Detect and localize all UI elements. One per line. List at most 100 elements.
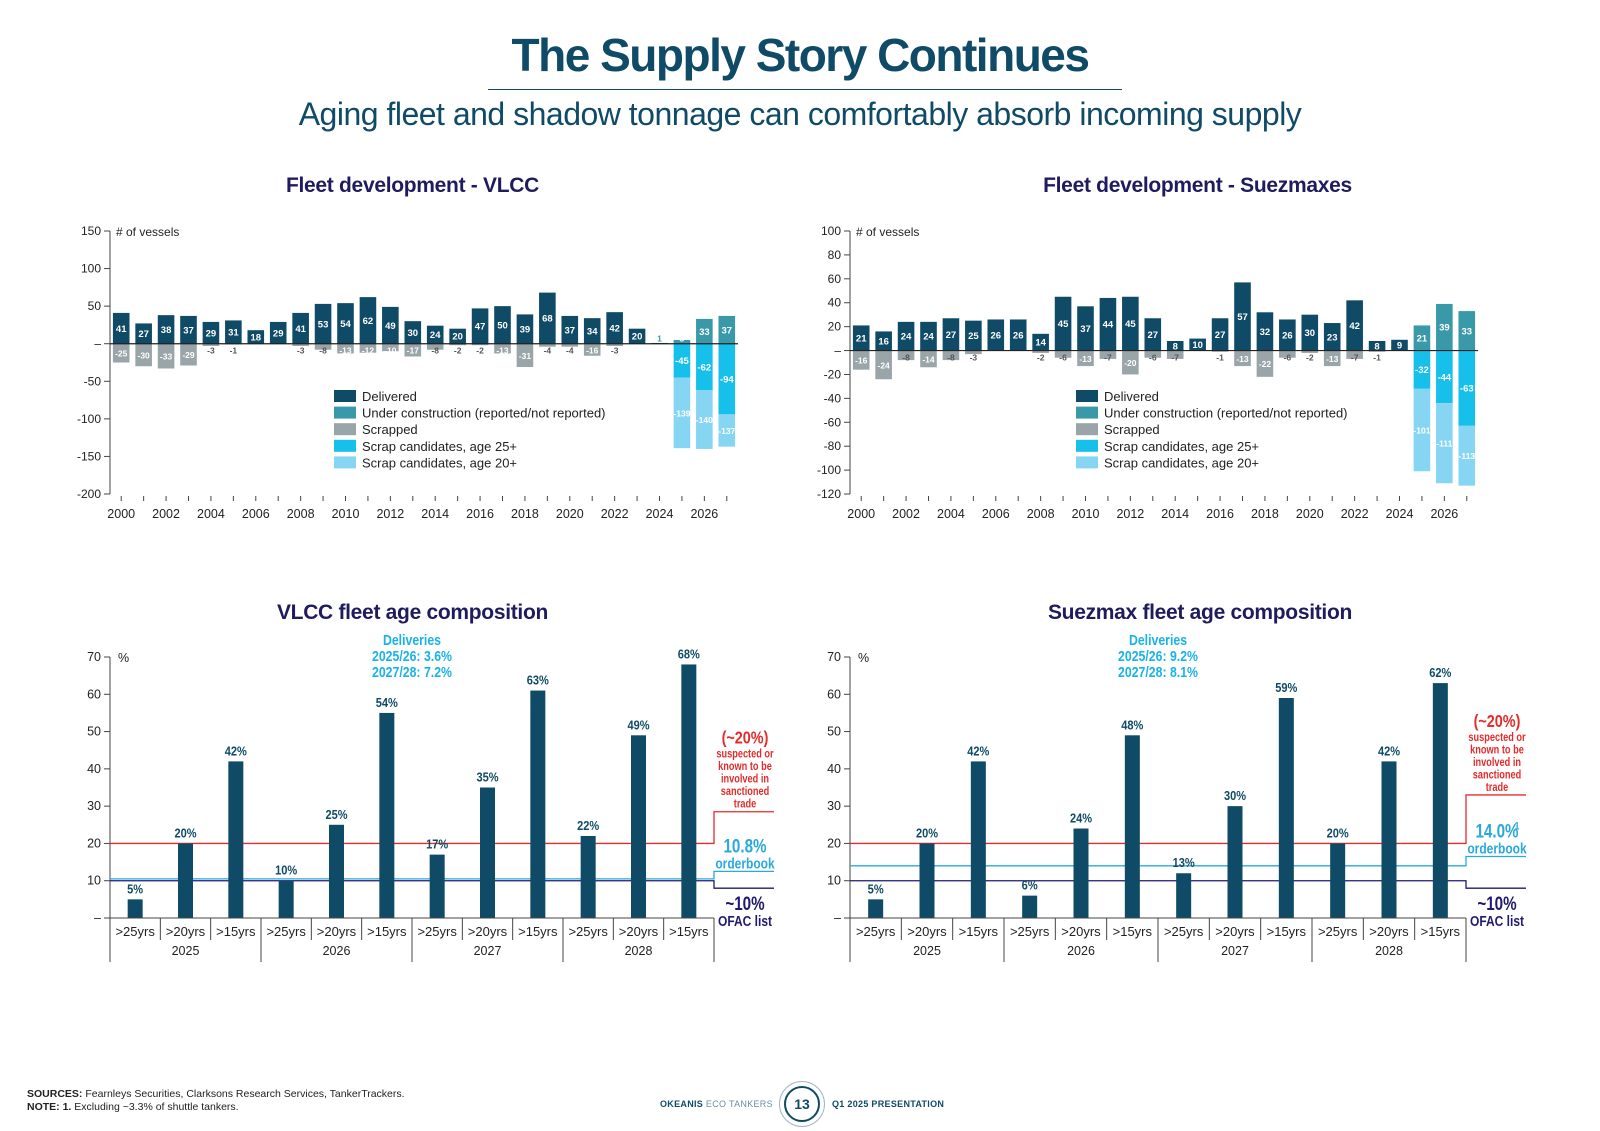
sanctioned-share-label: (~20%) — [1474, 711, 1521, 731]
scrapped-bar — [516, 343, 534, 368]
age-bar-value: 5% — [868, 882, 884, 897]
scrapped-value: -33 — [160, 352, 173, 362]
scrapped-value: -20 — [1124, 358, 1137, 368]
age-bar — [127, 899, 143, 918]
scrap-candidate-25-value: -45 — [675, 356, 689, 367]
delivered-value: 25 — [968, 331, 979, 342]
legend-swatch — [334, 423, 356, 436]
scrapped-value: -16 — [855, 356, 868, 366]
scrapped-value: -13 — [1079, 354, 1092, 364]
x-category-label: >15yrs — [1421, 924, 1461, 939]
y-tick-label: 60 — [827, 687, 841, 701]
scrapped-bar — [1234, 350, 1251, 367]
delivered-value: 42 — [609, 323, 620, 334]
age-bar-value: 20% — [1327, 826, 1349, 841]
scrapped-value: -8 — [319, 346, 327, 356]
y-tick-label: 30 — [827, 799, 841, 813]
y-tick-label: 40 — [828, 296, 842, 310]
orderbook-line — [110, 870, 774, 880]
scrapped-bar — [1279, 350, 1296, 358]
delivered-bar — [1301, 314, 1319, 351]
delivered-value: 10 — [1192, 340, 1203, 351]
scrapped-value: -2 — [1306, 353, 1314, 363]
under-construction-bar — [696, 318, 713, 344]
y-tick-label: 20 — [87, 836, 101, 850]
brand-tagline: ECO TANKERS — [705, 1099, 773, 1109]
sanctioned-note: trade — [734, 799, 757, 811]
x-tick-label: 2018 — [511, 507, 539, 521]
delivered-value: 8 — [1173, 341, 1178, 352]
scrapped-bar — [337, 343, 354, 354]
delivered-bar — [1009, 319, 1027, 351]
delivered-value: 26 — [1013, 331, 1024, 342]
y-axis-label: % — [118, 651, 129, 665]
scrapped-bar — [1122, 350, 1139, 375]
y-tick-label: 40 — [87, 762, 101, 776]
delivered-bar — [852, 325, 870, 351]
delivered-value: 57 — [1237, 312, 1248, 323]
sanctioned-note: suspected or — [1468, 732, 1525, 744]
delivered-bar — [180, 315, 197, 344]
legend-label: Delivered — [362, 389, 417, 404]
age-bar-value: 30% — [1224, 788, 1246, 803]
sanctioned-share-label: (~20%) — [722, 728, 769, 748]
y-tick-label: 150 — [81, 224, 101, 238]
scrapped-bar — [606, 343, 623, 346]
x-group-label: 2026 — [1067, 944, 1095, 958]
delivered-value: 30 — [407, 328, 418, 339]
delivered-value: 16 — [878, 336, 889, 347]
sanctioned-note: trade — [1486, 782, 1509, 794]
y-tick-label: 100 — [81, 262, 101, 276]
deliveries-annotation: 2027/28: 8.1% — [1118, 664, 1198, 680]
delivered-value: 54 — [340, 319, 351, 330]
scrapped-bar — [561, 343, 579, 347]
age-bar — [429, 854, 445, 918]
delivered-bar — [1077, 306, 1094, 351]
x-group-label: 2028 — [625, 944, 653, 958]
age-bar-value: 24% — [1070, 811, 1092, 826]
scrapped-bar — [583, 343, 601, 356]
scrapped-value: -16 — [586, 346, 599, 356]
y-tick-label: 40 — [827, 762, 841, 776]
legend-swatch — [334, 439, 356, 452]
delivered-value: 24 — [901, 332, 912, 343]
delivered-bar — [494, 306, 511, 344]
scrapped-value: -30 — [137, 350, 150, 360]
orderbook-note: orderbook — [715, 855, 775, 872]
scrapped-bar — [494, 343, 511, 354]
scrapped-value: -22 — [1259, 359, 1272, 369]
delivered-bar — [292, 312, 309, 344]
x-tick-label: 2008 — [1027, 507, 1055, 521]
y-tick-label: -80 — [824, 439, 842, 453]
delivered-value: 27 — [138, 329, 149, 340]
age-bar-value: 42% — [225, 744, 247, 759]
page-ring — [779, 1081, 825, 1127]
legend-swatch — [334, 390, 356, 402]
x-tick-label: 2022 — [601, 507, 629, 521]
scrapped-bar — [1166, 350, 1184, 359]
legend-label: Scrapped — [1104, 422, 1160, 437]
scrapped-value: -1 — [1216, 353, 1224, 363]
delivered-bar — [628, 328, 646, 344]
scrapped-bar — [404, 343, 422, 357]
scrap-candidate-25-bar — [1413, 350, 1431, 389]
age-bar — [1073, 828, 1089, 918]
y-tick-label: 50 — [87, 725, 101, 739]
delivered-value: 38 — [161, 325, 172, 336]
x-tick-label: 2010 — [332, 507, 360, 521]
delivered-value: 42 — [1349, 321, 1360, 332]
delivered-bar — [1054, 296, 1072, 351]
x-tick-label: 2024 — [646, 507, 674, 521]
scrap-candidate-20-value: -140 — [696, 415, 713, 425]
sources-text: Fearnleys Securities, Clarksons Research… — [85, 1088, 405, 1100]
x-tick-label: 2000 — [107, 507, 135, 521]
delivered-value: 62 — [363, 316, 374, 327]
scrapped-value: -3 — [207, 346, 215, 356]
scrap-candidate-25-bar — [1436, 350, 1453, 404]
scrap-candidate-20-bar — [1458, 425, 1476, 486]
scrap-candidate-25-bar — [1458, 350, 1476, 426]
age-bar-value: 48% — [1121, 717, 1143, 732]
under-construction-bar — [1458, 311, 1476, 351]
delivered-bar — [561, 315, 579, 344]
scrap-candidate-25-value: -44 — [1437, 372, 1451, 383]
